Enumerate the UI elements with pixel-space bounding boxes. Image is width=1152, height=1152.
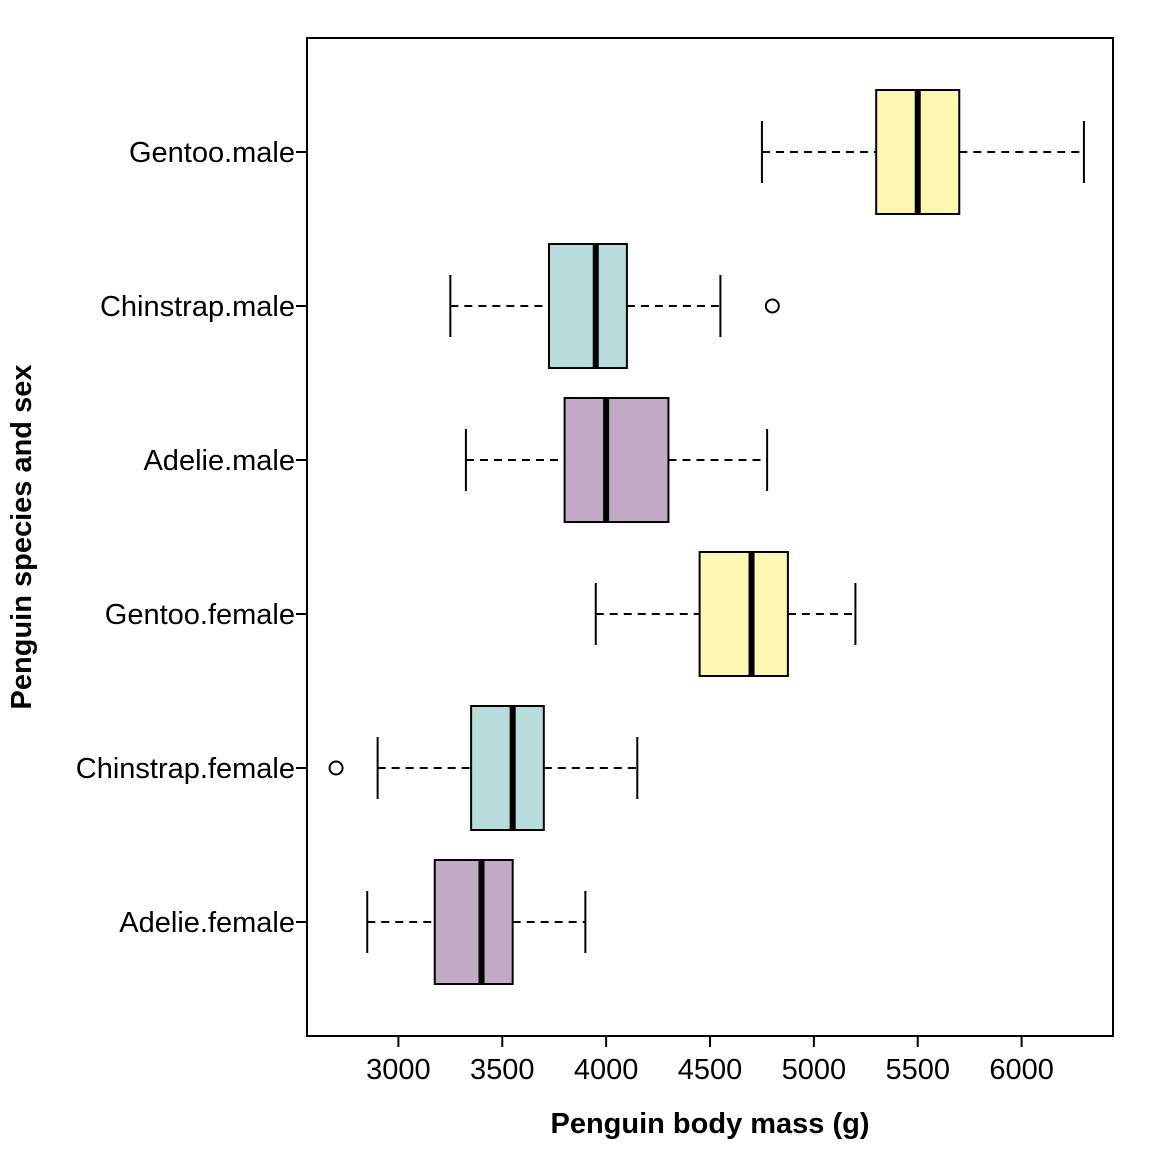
plot-layer	[328, 89, 1085, 985]
iqr-box-gentoo-female	[698, 551, 789, 677]
box-adelie-female	[366, 859, 587, 985]
box-chinstrap-male	[449, 243, 780, 369]
y-tick-label-adelie-female: Adelie.female	[119, 907, 295, 939]
iqr-box-adelie-male	[563, 397, 670, 523]
y-tick-label-adelie-male: Adelie.male	[143, 445, 295, 477]
plot-frame	[306, 37, 1114, 1037]
y-tick-label-chinstrap-female: Chinstrap.female	[76, 753, 295, 785]
iqr-box-adelie-female	[433, 859, 514, 985]
iqr-box-chinstrap-male	[548, 243, 628, 369]
x-tick-label-5000: 5000	[782, 1054, 847, 1086]
x-tick-label-3500: 3500	[470, 1054, 535, 1086]
box-chinstrap-female	[328, 705, 639, 831]
axis-layer: Adelie.female Chinstrap.female Gentoo.fema…	[76, 137, 1054, 1086]
y-tick-label-gentoo-male: Gentoo.male	[129, 137, 295, 169]
outlier-point-chinstrap-male-0	[764, 298, 780, 314]
box-adelie-male	[464, 397, 769, 523]
x-tick-label-3000: 3000	[366, 1054, 431, 1086]
outlier-point-chinstrap-female-0	[328, 760, 344, 776]
x-axis-title: Penguin body mass (g)	[550, 1108, 869, 1140]
x-tick-label-4000: 4000	[574, 1054, 639, 1086]
x-tick-label-4500: 4500	[678, 1054, 743, 1086]
iqr-box-chinstrap-female	[470, 705, 545, 831]
box-gentoo-female	[594, 551, 857, 677]
x-tick-label-5500: 5500	[885, 1054, 950, 1086]
box-gentoo-male	[760, 89, 1085, 215]
y-axis-title: Penguin species and sex	[6, 365, 38, 710]
y-tick-label-chinstrap-male: Chinstrap.male	[100, 291, 295, 323]
x-tick-label-6000: 6000	[989, 1054, 1054, 1086]
y-tick-label-gentoo-female: Gentoo.female	[105, 599, 295, 631]
